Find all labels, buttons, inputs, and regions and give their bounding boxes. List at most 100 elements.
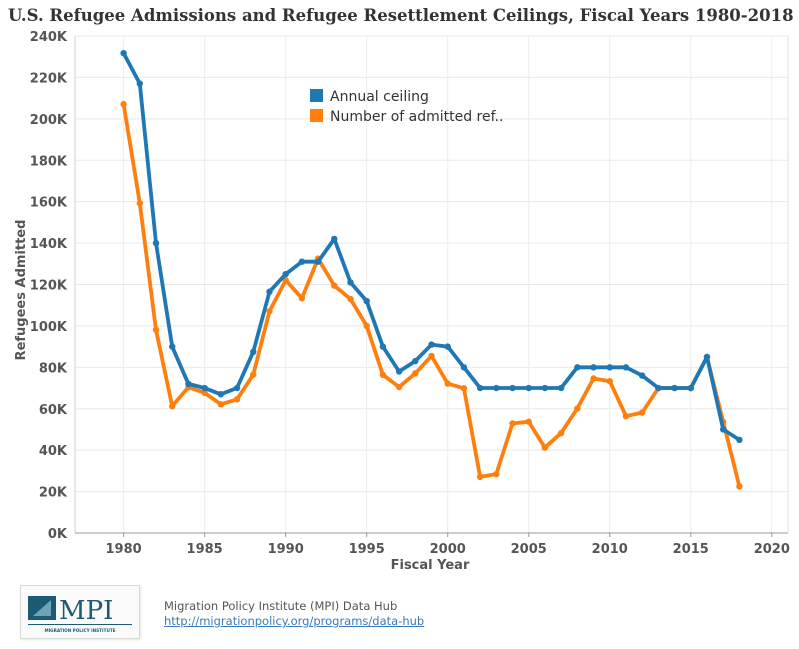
data-point-admitted-refugees[interactable] [347, 295, 354, 303]
x-tick-label: 1980 [106, 542, 142, 557]
series-line-admitted-refugees [121, 102, 742, 489]
data-point-annual-ceiling[interactable] [622, 364, 630, 371]
y-tick-label: 40K [39, 444, 68, 459]
data-point-annual-ceiling[interactable] [703, 353, 711, 361]
data-point-annual-ceiling[interactable] [509, 384, 516, 392]
data-point-admitted-refugees[interactable] [250, 371, 257, 378]
data-point-annual-ceiling[interactable] [217, 391, 225, 398]
data-point-annual-ceiling[interactable] [412, 357, 419, 365]
data-point-annual-ceiling[interactable] [314, 258, 322, 265]
data-point-annual-ceiling[interactable] [152, 239, 160, 247]
series-lines [120, 49, 743, 490]
data-point-admitted-refugees[interactable] [136, 200, 144, 207]
data-point-annual-ceiling[interactable] [250, 348, 257, 356]
data-point-admitted-refugees[interactable] [606, 378, 613, 385]
data-point-admitted-refugees[interactable] [476, 473, 484, 481]
data-point-annual-ceiling[interactable] [347, 279, 354, 286]
footer-link[interactable]: http://migrationpolicy.org/programs/data… [164, 614, 425, 628]
data-point-annual-ceiling[interactable] [671, 384, 678, 392]
x-tick-label: 2010 [592, 542, 628, 557]
x-tick-label: 2020 [754, 542, 790, 557]
data-point-admitted-refugees[interactable] [525, 418, 532, 425]
data-point-admitted-refugees[interactable] [331, 282, 338, 289]
data-point-admitted-refugees[interactable] [638, 409, 646, 416]
data-point-admitted-refugees[interactable] [120, 100, 127, 108]
data-point-annual-ceiling[interactable] [395, 368, 403, 375]
chart-title: U.S. Refugee Admissions and Refugee Rese… [8, 6, 794, 25]
data-point-admitted-refugees[interactable] [266, 308, 273, 315]
data-point-admitted-refugees[interactable] [298, 294, 306, 302]
data-point-annual-ceiling[interactable] [298, 258, 306, 265]
data-point-admitted-refugees[interactable] [412, 370, 419, 377]
data-point-admitted-refugees[interactable] [152, 326, 160, 334]
x-tick-label: 1990 [268, 542, 304, 557]
data-point-annual-ceiling[interactable] [444, 343, 451, 350]
gridlines [75, 35, 788, 534]
data-point-annual-ceiling[interactable] [185, 380, 192, 388]
data-point-annual-ceiling[interactable] [638, 372, 646, 379]
data-point-annual-ceiling[interactable] [363, 297, 370, 305]
y-tick-label: 80K [39, 361, 68, 376]
y-axis-title: Refugees Admitted [14, 220, 29, 361]
data-point-annual-ceiling[interactable] [476, 384, 484, 392]
data-point-admitted-refugees[interactable] [428, 352, 435, 360]
data-point-annual-ceiling[interactable] [460, 364, 468, 371]
data-point-admitted-refugees[interactable] [460, 385, 468, 392]
data-point-admitted-refugees[interactable] [509, 420, 516, 427]
footer-source: Migration Policy Institute (MPI) Data Hu… [164, 599, 424, 629]
x-tick-labels: 1980 1985 1990 1995 2000 2005 2010 2015 2020 [106, 542, 790, 557]
y-tick-label: 180K [30, 154, 68, 169]
data-point-annual-ceiling[interactable] [266, 288, 273, 295]
data-point-annual-ceiling[interactable] [282, 270, 289, 278]
data-point-annual-ceiling[interactable] [736, 436, 743, 444]
data-point-admitted-refugees[interactable] [395, 383, 403, 391]
data-point-admitted-refugees[interactable] [444, 380, 451, 387]
data-point-annual-ceiling[interactable] [687, 384, 694, 392]
data-point-admitted-refugees[interactable] [379, 371, 387, 378]
axes [74, 36, 789, 537]
data-point-admitted-refugees[interactable] [493, 470, 500, 478]
data-point-annual-ceiling[interactable] [493, 384, 500, 392]
data-point-annual-ceiling[interactable] [719, 426, 727, 433]
legend-label-annual-ceiling[interactable]: Annual ceiling [330, 89, 429, 105]
x-tick-label: 1995 [349, 542, 385, 557]
data-point-admitted-refugees[interactable] [622, 413, 630, 420]
data-point-annual-ceiling[interactable] [525, 384, 532, 392]
data-point-annual-ceiling[interactable] [169, 343, 176, 350]
data-point-annual-ceiling[interactable] [428, 341, 435, 348]
data-point-annual-ceiling[interactable] [541, 384, 549, 392]
data-point-admitted-refugees[interactable] [590, 375, 597, 382]
data-point-admitted-refugees[interactable] [557, 429, 565, 437]
data-point-annual-ceiling[interactable] [120, 49, 127, 57]
data-point-annual-ceiling[interactable] [233, 384, 241, 392]
logo-emblem-stripe-icon [33, 600, 51, 616]
data-point-annual-ceiling[interactable] [331, 235, 338, 243]
legend-swatch-annual-ceiling [310, 89, 323, 102]
y-tick-label: 100K [30, 320, 68, 335]
logo-wordmark: MPI [59, 596, 113, 626]
legend[interactable]: Annual ceiling Number of admitted ref.. [310, 89, 503, 125]
data-point-annual-ceiling[interactable] [606, 364, 613, 371]
data-point-admitted-refugees[interactable] [574, 405, 581, 412]
data-point-annual-ceiling[interactable] [201, 384, 208, 392]
data-point-admitted-refugees[interactable] [233, 396, 241, 403]
y-tick-label: 120K [30, 279, 68, 294]
legend-label-admitted-refugees[interactable]: Number of admitted ref.. [330, 109, 503, 125]
data-point-annual-ceiling[interactable] [379, 343, 387, 350]
data-point-admitted-refugees[interactable] [736, 483, 743, 490]
data-point-admitted-refugees[interactable] [541, 444, 549, 451]
mpi-logo[interactable]: MPI MIGRATION POLICY INSTITUTE [20, 585, 140, 639]
data-point-annual-ceiling[interactable] [655, 384, 662, 392]
y-tick-label: 60K [39, 403, 68, 418]
data-point-annual-ceiling[interactable] [590, 364, 597, 371]
data-point-annual-ceiling[interactable] [557, 384, 565, 392]
data-point-admitted-refugees[interactable] [217, 401, 225, 408]
data-point-annual-ceiling[interactable] [574, 364, 581, 371]
y-tick-label: 240K [30, 30, 68, 45]
data-point-admitted-refugees[interactable] [363, 322, 370, 330]
line-chart: 0K 20K 40K 60K 80K 100K 120K 140K 160K 180K 200K 22… [14, 30, 790, 573]
data-point-admitted-refugees[interactable] [201, 389, 208, 396]
y-tick-label: 200K [30, 113, 68, 128]
data-point-annual-ceiling[interactable] [136, 80, 144, 87]
data-point-admitted-refugees[interactable] [169, 403, 176, 410]
